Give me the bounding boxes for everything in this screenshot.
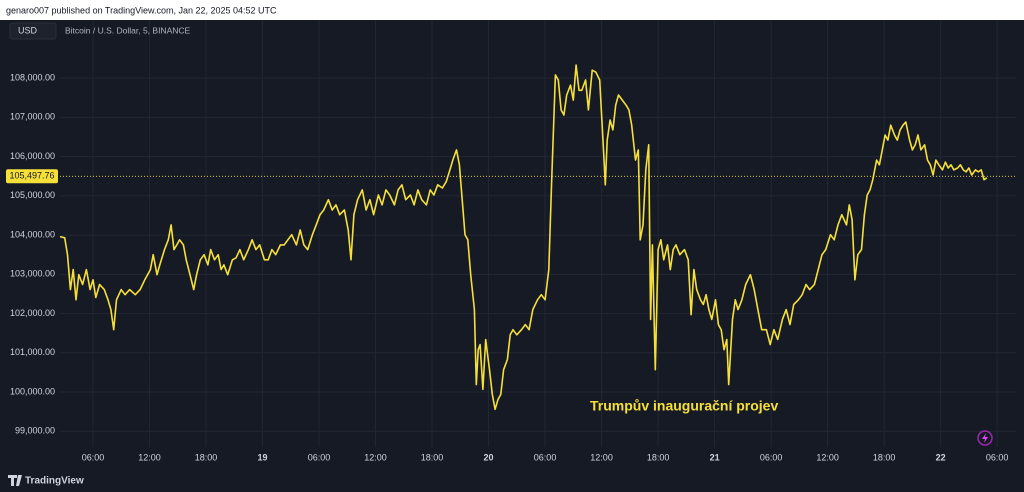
x-tick-label: 12:00 [590, 452, 613, 462]
x-tick-label: 18:00 [647, 452, 670, 462]
y-tick-label: 101,000.00 [10, 347, 55, 357]
x-tick-label: 22 [936, 452, 946, 462]
currency-label[interactable]: USD [18, 25, 38, 35]
icon-ring [977, 430, 993, 446]
x-tick-label: 19 [257, 452, 267, 462]
y-tick-label: 99,000.00 [15, 426, 55, 436]
last-price-box [6, 169, 58, 184]
x-tick-label: 06:00 [82, 452, 105, 462]
grid [60, 20, 1016, 447]
currency-box[interactable] [9, 22, 57, 40]
x-tick-label: 12:00 [816, 452, 839, 462]
header-text: genaro007 published on TradingView.com, … [6, 5, 277, 15]
x-tick-label: 12:00 [364, 452, 387, 462]
y-tick-label: 100,000.00 [10, 386, 55, 396]
annotation: Trumpův inaugurační projev [590, 398, 778, 414]
symbol-title: Bitcoin / U.S. Dollar, 5, BINANCE [65, 25, 191, 35]
header-bar [0, 0, 1024, 20]
x-tick-label: 06:00 [308, 452, 331, 462]
last-price-label: 105,497.76 [9, 171, 54, 181]
icon-bolt [982, 433, 988, 443]
x-tick-label: 06:00 [760, 452, 783, 462]
x-tick-label: 21 [710, 452, 720, 462]
x-tick-label: 18:00 [873, 452, 896, 462]
y-tick-label: 103,000.00 [10, 269, 55, 279]
x-tick-label: 06:00 [534, 452, 557, 462]
price-line [59, 64, 988, 411]
x-tick-label: 18:00 [421, 452, 444, 462]
footer-bar [0, 468, 1024, 492]
y-tick-label: 108,000.00 [10, 72, 55, 82]
y-tick-label: 102,000.00 [10, 308, 55, 318]
x-tick-label: 20 [484, 452, 494, 462]
y-tick-label: 105,000.00 [10, 190, 55, 200]
lightning-icon[interactable] [977, 430, 993, 446]
y-tick-label: 106,000.00 [10, 151, 55, 161]
footer-brand: TradingView [25, 476, 84, 487]
x-tick-label: 18:00 [195, 452, 218, 462]
x-tick-label: 06:00 [986, 452, 1009, 462]
ticks: 99,000.00 100,000.00 101,000.00 102,000.00 1… [6, 72, 1008, 462]
tv-logo [8, 475, 22, 486]
x-tick-label: 12:00 [138, 452, 161, 462]
plot [59, 64, 1016, 411]
y-tick-label: 107,000.00 [10, 112, 55, 122]
y-tick-label: 104,000.00 [10, 229, 55, 239]
